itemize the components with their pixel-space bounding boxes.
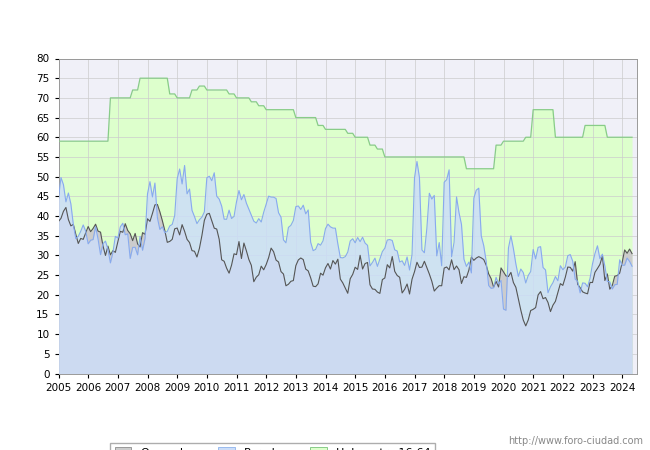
Text: http://www.foro-ciudad.com: http://www.foro-ciudad.com [508, 436, 644, 446]
Legend: Ocupados, Parados, Hab. entre 16-64: Ocupados, Parados, Hab. entre 16-64 [111, 443, 435, 450]
Text: Santa Coloma - Evolucion de la poblacion en edad de Trabajar Mayo de 2024: Santa Coloma - Evolucion de la poblacion… [68, 18, 582, 31]
